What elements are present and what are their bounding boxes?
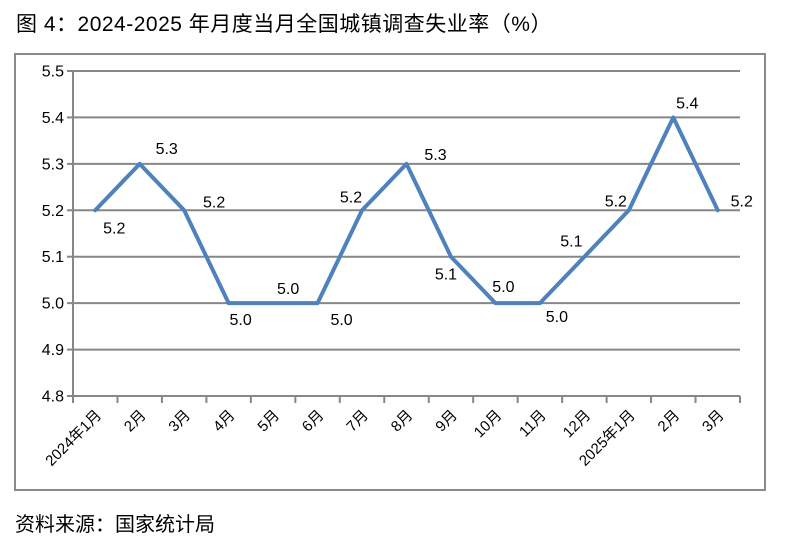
svg-text:3月: 3月 (165, 407, 194, 436)
svg-text:6月: 6月 (299, 407, 328, 436)
svg-text:5.3: 5.3 (42, 156, 64, 173)
svg-text:5.2: 5.2 (605, 193, 627, 210)
svg-text:2月: 2月 (121, 407, 150, 436)
svg-text:5.2: 5.2 (731, 193, 753, 210)
svg-text:5.0: 5.0 (546, 309, 568, 326)
svg-text:5月: 5月 (254, 407, 283, 436)
chart-area: 4.8 4.9 5.0 5.1 5.2 5.3 5.4 5.5 2024年1月 2月 3月 4月 5月 6… (14, 53, 766, 491)
svg-text:4月: 4月 (210, 407, 239, 436)
svg-text:3月: 3月 (699, 407, 728, 436)
svg-text:5.1: 5.1 (42, 249, 64, 266)
svg-text:2024年1月: 2024年1月 (42, 407, 105, 470)
svg-text:12月: 12月 (560, 407, 594, 441)
svg-text:5.0: 5.0 (492, 279, 514, 296)
svg-text:5.4: 5.4 (676, 95, 698, 112)
svg-text:5.0: 5.0 (230, 312, 252, 329)
svg-text:5.2: 5.2 (42, 203, 64, 220)
svg-text:11月: 11月 (516, 407, 550, 441)
svg-text:5.2: 5.2 (340, 189, 362, 206)
svg-text:5.3: 5.3 (424, 147, 446, 164)
svg-text:5.0: 5.0 (42, 296, 64, 313)
chart-title: 图 4：2024-2025 年月度当月全国城镇调查失业率（%） (16, 13, 552, 36)
svg-text:5.1: 5.1 (435, 267, 457, 284)
svg-text:4.9: 4.9 (42, 342, 64, 359)
svg-text:5.0: 5.0 (277, 281, 299, 298)
svg-text:9月: 9月 (432, 407, 461, 436)
svg-text:5.1: 5.1 (560, 234, 582, 251)
svg-text:5.5: 5.5 (42, 64, 64, 81)
svg-text:5.0: 5.0 (330, 312, 352, 329)
svg-text:10月: 10月 (471, 407, 505, 441)
svg-text:5.3: 5.3 (156, 141, 178, 158)
svg-text:5.2: 5.2 (103, 220, 125, 237)
svg-text:5.4: 5.4 (42, 110, 64, 127)
svg-text:2月: 2月 (655, 407, 684, 436)
svg-text:8月: 8月 (388, 407, 417, 436)
svg-text:7月: 7月 (343, 407, 372, 436)
chart-svg: 4.8 4.9 5.0 5.1 5.2 5.3 5.4 5.5 2024年1月 2月 3月 4月 5月 6… (42, 64, 753, 470)
svg-text:5.2: 5.2 (203, 194, 225, 211)
svg-text:4.8: 4.8 (42, 389, 64, 406)
source-note: 资料来源：国家统计局 (15, 514, 215, 536)
